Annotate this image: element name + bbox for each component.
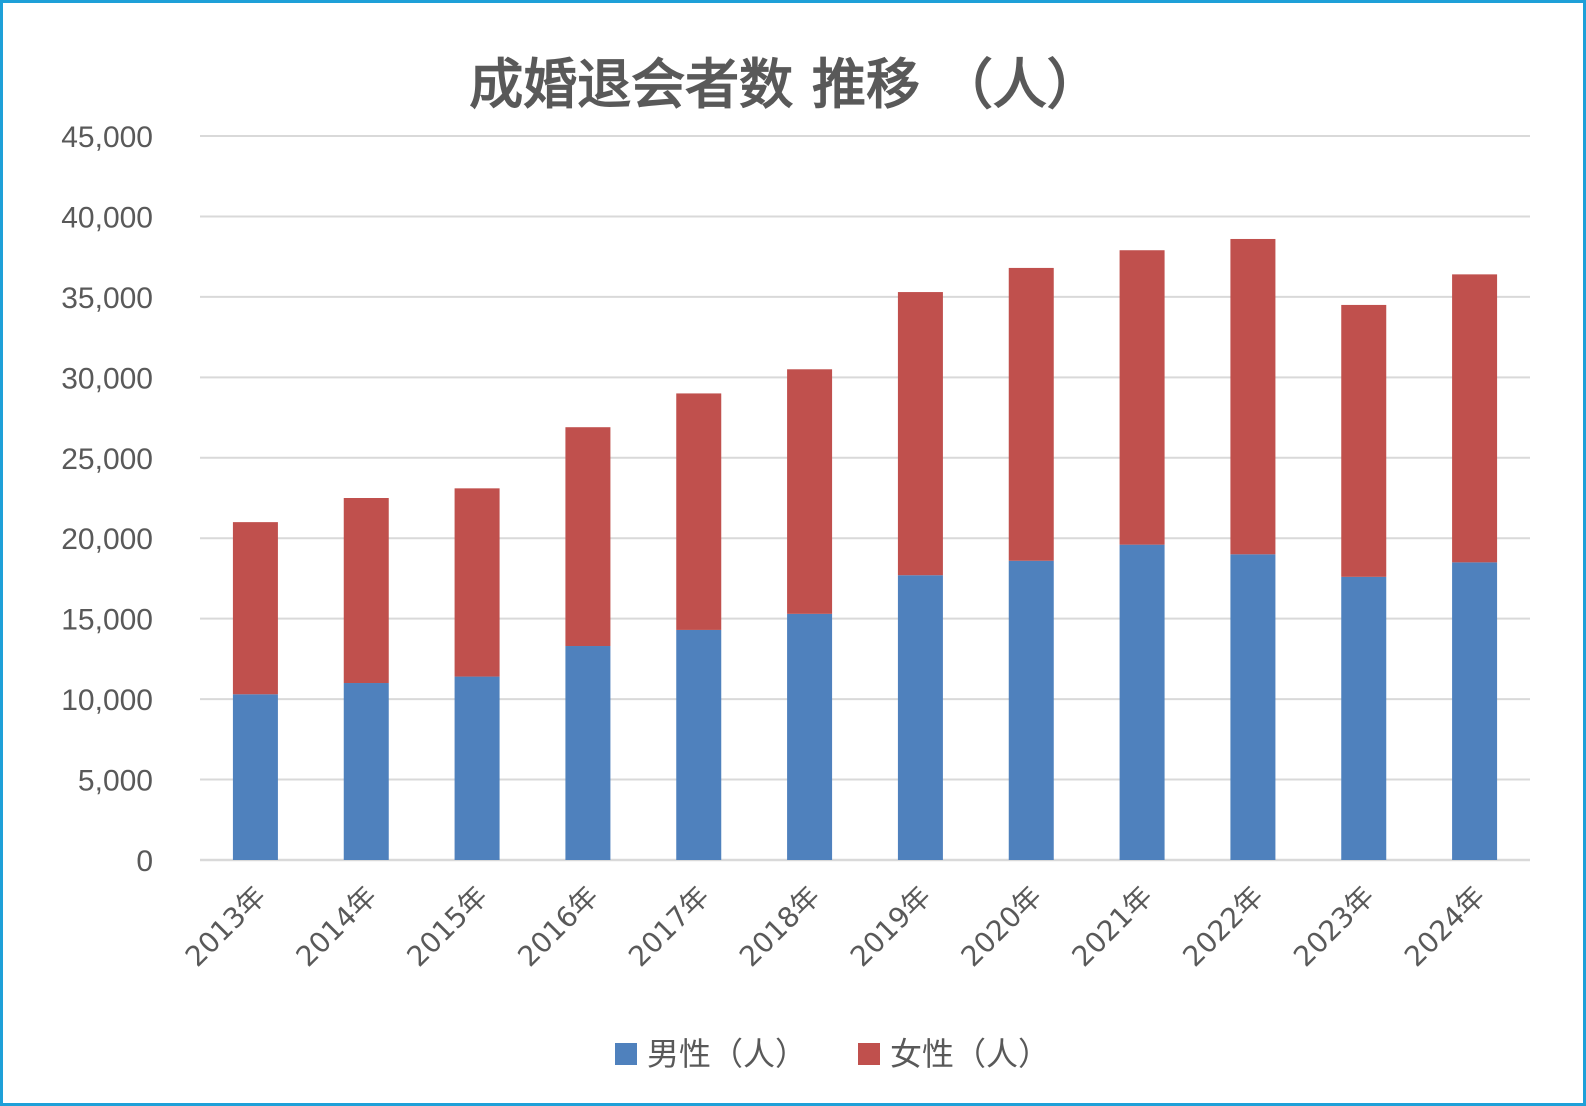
chart-canvas: 成婚退会者数 推移 （人） 0 5,000 10,000 15,000 20,000 25… (61, 53, 1530, 1073)
bar-male (676, 629, 722, 860)
x-axis-ticks: 2013年 2014年 2015年 2016年 2017年 2018年 2019年 2020年… (179, 880, 1492, 974)
bar-male (232, 694, 278, 860)
bar-female (787, 369, 833, 614)
bar-male (454, 676, 500, 860)
y-tick-label: 25,000 (61, 443, 153, 476)
x-tick-label: 2016年 (511, 880, 605, 974)
bar-female (343, 498, 389, 684)
bar-female (1452, 274, 1498, 563)
bar-male (343, 683, 389, 860)
bar-female (676, 393, 722, 630)
bar-female (897, 292, 943, 576)
gridlines (200, 135, 1530, 862)
y-tick-label: 20,000 (61, 523, 153, 556)
bar-female (232, 522, 278, 695)
y-tick-label: 15,000 (61, 604, 153, 637)
x-tick-label: 2019年 (844, 880, 938, 974)
bar-male (1230, 554, 1276, 860)
bar-male (1008, 560, 1054, 860)
bar-male (897, 575, 943, 860)
y-tick-label: 5,000 (78, 765, 153, 798)
bar-male (1119, 544, 1165, 860)
y-axis-ticks: 0 5,000 10,000 15,000 20,000 25,000 30,000 35,0… (61, 121, 153, 878)
x-tick-label: 2022年 (1176, 880, 1270, 974)
chart-title: 成婚退会者数 推移 （人） (469, 53, 1101, 116)
legend-swatch-male (615, 1043, 637, 1065)
x-tick-label: 2023年 (1287, 880, 1381, 974)
bar-male (565, 646, 611, 860)
legend-label-male: 男性（人） (647, 1035, 807, 1073)
x-tick-label: 2013年 (179, 880, 273, 974)
bar-female (1008, 267, 1054, 561)
x-tick-label: 2018年 (733, 880, 827, 974)
legend-label-female: 女性（人） (890, 1035, 1050, 1073)
legend: 男性（人） 女性（人） (615, 1035, 1050, 1073)
bar-male (1452, 562, 1498, 860)
x-tick-label: 2014年 (290, 880, 384, 974)
bar-female (565, 427, 611, 647)
bars (232, 238, 1498, 860)
y-tick-label: 40,000 (61, 201, 153, 234)
bar-male (787, 613, 833, 860)
bar-female (1341, 304, 1387, 577)
y-tick-label: 35,000 (61, 282, 153, 315)
y-tick-label: 30,000 (61, 362, 153, 395)
y-tick-label: 0 (136, 845, 153, 878)
x-tick-label: 2017年 (622, 880, 716, 974)
y-tick-label: 10,000 (61, 684, 153, 717)
x-tick-label: 2021年 (1066, 880, 1160, 974)
x-tick-label: 2020年 (955, 880, 1049, 974)
bar-female (1230, 238, 1276, 555)
y-tick-label: 45,000 (61, 121, 153, 154)
x-tick-label: 2015年 (401, 880, 495, 974)
legend-swatch-female (858, 1043, 880, 1065)
bar-male (1341, 576, 1387, 860)
bar-female (1119, 250, 1165, 545)
x-tick-label: 2024年 (1398, 880, 1492, 974)
bar-female (454, 488, 500, 677)
